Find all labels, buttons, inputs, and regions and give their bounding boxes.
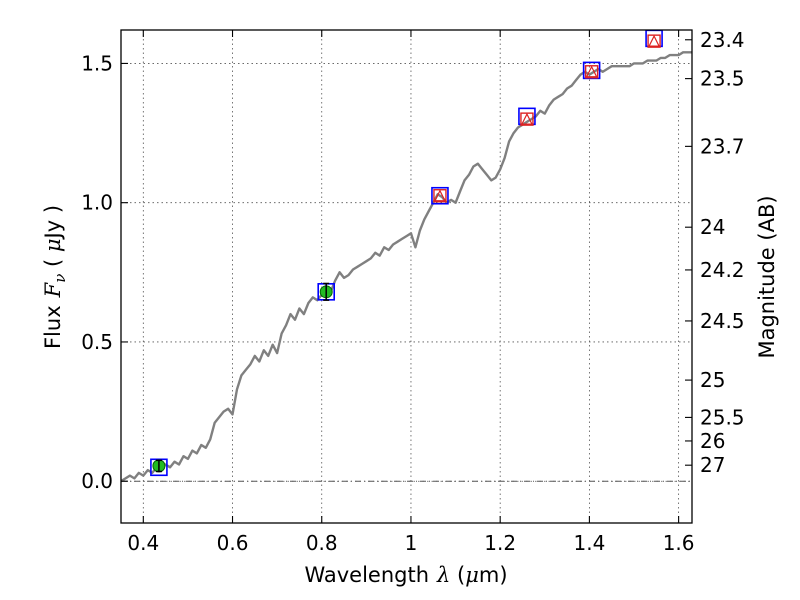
series-layer <box>120 51 692 483</box>
y2-axis-label: Magnitude (AB) <box>755 195 779 358</box>
x-tick-label: 0.4 <box>127 531 159 555</box>
upper-limit-triangle <box>585 65 598 78</box>
y2-tick-label: 25 <box>700 368 725 392</box>
y2-tick-label: 24.2 <box>700 258 745 282</box>
upper-limit-triangle <box>433 189 446 202</box>
y-tick-label: 0.0 <box>81 469 113 493</box>
x-tick-label: 1.4 <box>573 531 605 555</box>
ticks-layer: 0.4 0.6 0.8 1 1.2 1.4 1.6 0.0 0.5 1.0 1.5 23.4 23.5 2… <box>81 28 744 555</box>
y2-tick-label: 24.5 <box>700 309 745 333</box>
x-tick-label: 0.8 <box>306 531 338 555</box>
y2-tick-label: 24 <box>700 215 725 239</box>
y-tick-label: 1.5 <box>81 51 113 75</box>
upper-limit-triangle <box>520 112 533 125</box>
y2-tick-label: 23.7 <box>700 134 745 158</box>
y-tick-label: 0.5 <box>81 330 113 354</box>
x-tick-label: 1.6 <box>663 531 695 555</box>
model-flux-square <box>150 458 168 477</box>
y2-tick-label: 27 <box>700 453 725 477</box>
grid-layer <box>121 30 692 523</box>
y-axis-label: FluxFν ( μJy ) <box>41 205 69 349</box>
model-flux-square <box>431 186 449 205</box>
x-tick-label: 1 <box>405 531 418 555</box>
x-tick-label: 1.2 <box>484 531 516 555</box>
plot-frame <box>120 29 693 524</box>
x-axis-label: Wavelength λ (μm) <box>304 563 507 587</box>
y2-tick-label: 23.5 <box>700 67 745 91</box>
y2-tick-label: 25.5 <box>700 405 745 429</box>
y-tick-label: 1.0 <box>81 191 113 215</box>
x-tick-label: 0.6 <box>217 531 249 555</box>
y2-tick-label: 23.4 <box>700 28 745 52</box>
spectrum-line <box>120 51 692 483</box>
y2-tick-label: 26 <box>700 429 725 453</box>
upper-limit-triangle <box>648 34 661 47</box>
